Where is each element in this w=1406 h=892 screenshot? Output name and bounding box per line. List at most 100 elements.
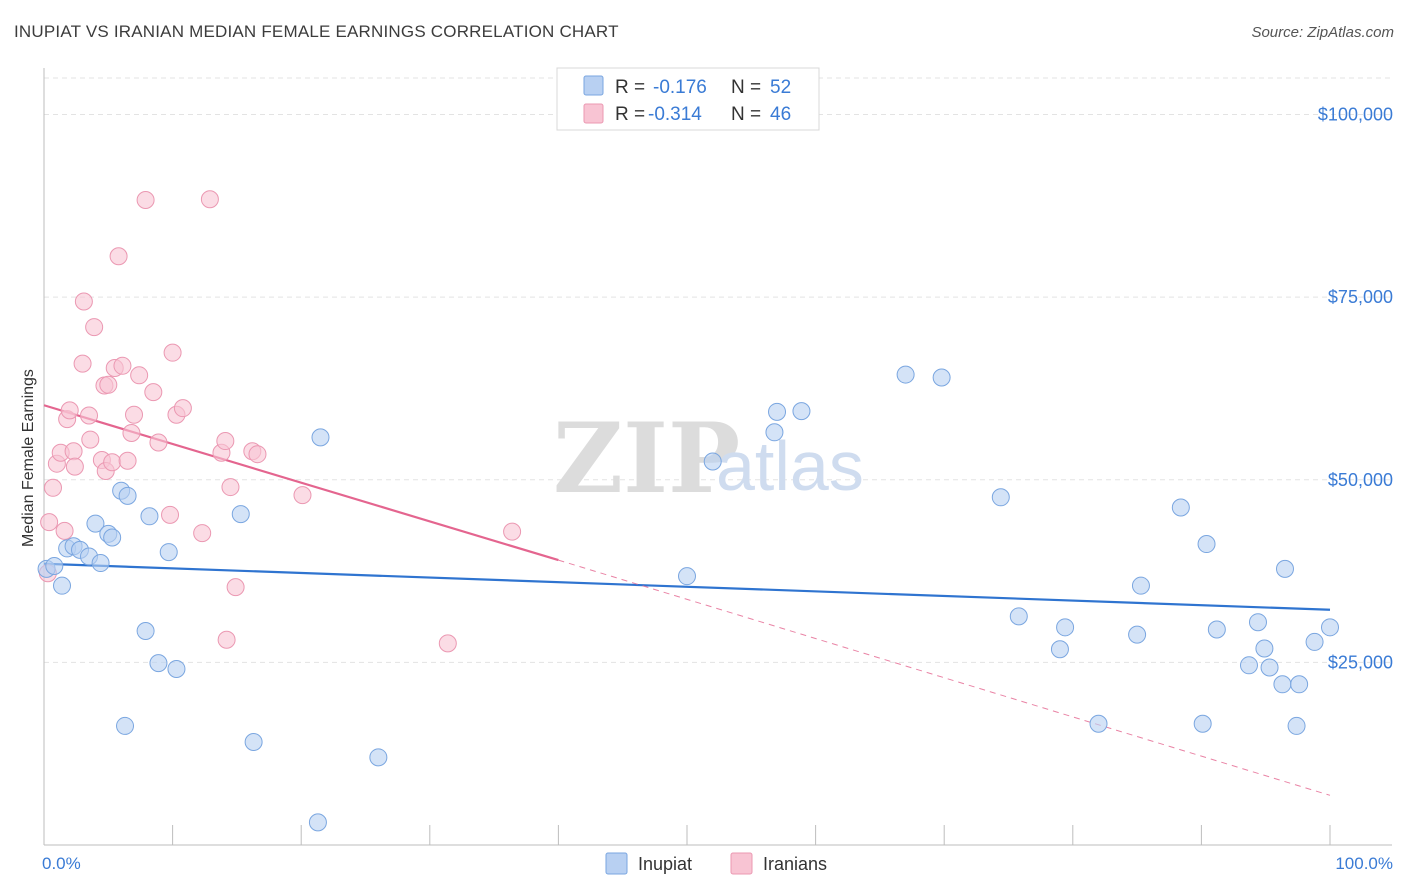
series-legend: Inupiat Iranians <box>605 852 827 875</box>
iranians-point-7 <box>60 401 79 420</box>
watermark-atlas: atlas <box>716 427 864 505</box>
inupiat-point-32 <box>1050 640 1069 659</box>
chart-title: INUPIAT VS IRANIAN MEDIAN FEMALE EARNING… <box>14 22 619 41</box>
inupiat-point-45 <box>1273 675 1292 694</box>
legend-n-label-inupiat: N = <box>731 77 761 98</box>
grid-lines <box>44 77 1392 663</box>
legend-r-label-inupiat: R = <box>615 77 645 98</box>
inupiat-point-49 <box>1305 632 1324 651</box>
stats-legend: R = -0.176 N = 52 R = -0.314 N = 46 <box>556 67 820 131</box>
iranians-point-27 <box>136 190 155 209</box>
iranians-point-9 <box>65 457 84 476</box>
inupiat-point-11 <box>118 486 137 505</box>
inupiat-point-37 <box>1171 498 1190 517</box>
legend-n-label-iranians: N = <box>731 104 761 125</box>
inupiat-point-25 <box>765 423 784 442</box>
iranians-point-22 <box>113 356 132 375</box>
iranians-point-18 <box>99 375 118 394</box>
inupiat-point-30 <box>991 488 1010 507</box>
iranians-point-39 <box>226 578 245 597</box>
axes <box>43 68 1392 846</box>
iranians-point-2 <box>44 478 63 497</box>
inupiat-point-21 <box>311 428 330 447</box>
legend-r-label-iranians: R = <box>615 104 645 125</box>
legend-swatch-inupiat <box>583 75 604 96</box>
inupiat-point-12 <box>136 621 155 640</box>
inupiat-point-46 <box>1275 559 1294 578</box>
inupiat-point-9 <box>103 528 122 547</box>
iranians-point-12 <box>80 406 99 425</box>
inupiat-point-39 <box>1197 535 1216 554</box>
bottom-legend-label-iranians: Iranians <box>763 854 827 874</box>
inupiat-point-17 <box>116 716 135 735</box>
y-tick-label-25000: $25,000 <box>1328 652 1393 672</box>
inupiat-point-42 <box>1248 613 1267 632</box>
inupiat-point-15 <box>159 543 178 562</box>
iranians-point-38 <box>221 478 240 497</box>
inupiat-point-47 <box>1287 716 1306 735</box>
inupiat-point-24 <box>703 452 722 471</box>
inupiat-point-28 <box>896 365 915 384</box>
inupiat-point-16 <box>167 659 186 678</box>
iranians-point-40 <box>217 630 236 649</box>
inupiat-point-31 <box>1009 607 1028 626</box>
source-credit: Source: ZipAtlas.com <box>1251 24 1394 41</box>
inupiat-point-29 <box>932 368 951 387</box>
iranians-point-34 <box>193 524 212 543</box>
inupiat-point-44 <box>1260 658 1279 677</box>
y-tick-label-75000: $75,000 <box>1328 287 1393 307</box>
x-tick-label-0: 0.0% <box>42 854 81 873</box>
legend-r-value-inupiat: -0.176 <box>653 77 707 98</box>
iranians-point-23 <box>118 451 137 470</box>
iranians-points <box>38 190 522 653</box>
inupiat-point-22 <box>369 748 388 767</box>
inupiat-point-51 <box>45 556 64 575</box>
inupiat-point-40 <box>1207 620 1226 639</box>
inupiat-trend-line <box>43 562 1331 611</box>
inupiat-point-38 <box>1193 714 1212 733</box>
iranians-point-21 <box>109 247 128 266</box>
inupiat-point-6 <box>86 514 105 533</box>
inupiat-point-27 <box>792 402 811 421</box>
iranians-point-11 <box>74 292 93 311</box>
bottom-legend-swatch-iranians <box>730 852 753 875</box>
iranians-point-8 <box>64 442 83 461</box>
inupiat-point-14 <box>149 654 168 673</box>
iranians-point-30 <box>161 505 180 524</box>
iranians-point-45 <box>503 522 522 541</box>
y-tick-label-50000: $50,000 <box>1328 470 1393 490</box>
x-tick-label-100: 100.0% <box>1335 854 1393 873</box>
y-axis-label: Median Female Earnings <box>20 369 37 547</box>
legend-n-value-inupiat: 52 <box>770 77 791 98</box>
tick-labels: $25,000 $50,000 $75,000 $100,000 0.0% 100.0% <box>42 105 1393 873</box>
iranians-point-25 <box>125 405 144 424</box>
inupiat-point-1 <box>53 576 72 595</box>
iranians-point-42 <box>248 445 267 464</box>
inupiat-point-20 <box>308 813 327 832</box>
bottom-legend-swatch-inupiat <box>605 852 628 875</box>
inupiat-point-23 <box>678 567 696 586</box>
y-tick-label-100000: $100,000 <box>1318 105 1393 125</box>
inupiat-point-13 <box>140 507 159 526</box>
iranians-point-37 <box>216 432 235 451</box>
iranians-point-1 <box>40 513 59 532</box>
iranians-point-5 <box>55 521 74 540</box>
iranians-point-44 <box>438 634 457 653</box>
inupiat-point-35 <box>1128 625 1147 644</box>
iranians-point-26 <box>130 366 149 385</box>
bottom-legend-label-inupiat: Inupiat <box>638 854 692 874</box>
inupiat-point-19 <box>244 733 263 752</box>
legend-n-value-iranians: 46 <box>770 104 791 125</box>
inupiat-point-48 <box>1290 675 1309 694</box>
iranians-point-28 <box>144 383 163 402</box>
iranians-point-33 <box>173 399 192 418</box>
inupiat-point-26 <box>768 402 787 421</box>
iranians-point-31 <box>163 343 182 362</box>
inupiat-point-50 <box>1321 618 1339 637</box>
legend-r-value-iranians: -0.314 <box>648 104 702 125</box>
iranians-point-14 <box>85 318 104 337</box>
inupiat-point-41 <box>1239 656 1258 675</box>
inupiat-point-18 <box>231 505 250 524</box>
iranians-point-19 <box>103 453 122 472</box>
